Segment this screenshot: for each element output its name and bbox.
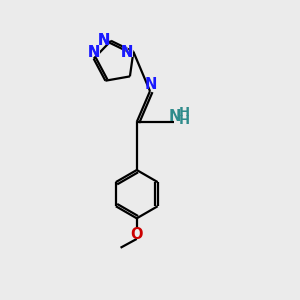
Text: N: N (121, 45, 133, 60)
Text: N: N (169, 109, 181, 124)
Text: N: N (120, 45, 134, 60)
Text: O: O (130, 227, 143, 242)
Text: N: N (88, 45, 100, 60)
Text: N: N (98, 33, 110, 48)
Text: N: N (98, 33, 110, 48)
Text: N: N (88, 45, 100, 60)
Text: N: N (121, 45, 133, 60)
Text: N: N (97, 33, 110, 48)
Text: H: H (178, 114, 189, 127)
Text: N: N (144, 77, 157, 92)
Text: H: H (178, 106, 189, 119)
Text: N: N (88, 45, 101, 60)
